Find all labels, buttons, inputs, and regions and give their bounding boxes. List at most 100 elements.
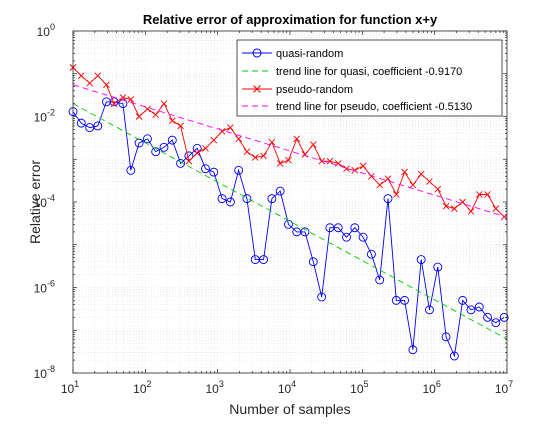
legend-marker-quasi	[252, 48, 262, 58]
tick-labels: 101 102 103 104 105 106 107 10-8 10-6 10-4 10-2 100	[34, 22, 514, 396]
data-point-quasi	[317, 292, 327, 302]
data-point-quasi	[209, 167, 219, 177]
data-point-quasi	[449, 351, 459, 361]
data-point-quasi	[93, 121, 103, 131]
data-point-quasi	[300, 227, 310, 237]
data-point-pseudo	[426, 178, 433, 185]
data-point-quasi	[159, 142, 169, 152]
data-point-pseudo	[86, 79, 93, 87]
data-point-pseudo	[376, 181, 384, 189]
data-point-pseudo	[243, 148, 251, 156]
data-point-quasi	[109, 97, 119, 107]
legend-label-pseudo-trend: trend line for pseudo, coefficient -0.51…	[276, 101, 472, 113]
series-pseudo-trend	[72, 84, 508, 218]
data-point-pseudo	[103, 81, 110, 89]
data-point-pseudo	[401, 168, 408, 176]
x-tick-label: 107	[495, 379, 513, 396]
chart-title: Relative error of approximation for func…	[143, 12, 438, 27]
x-tick-label: 103	[205, 379, 223, 396]
data-point-pseudo	[77, 72, 85, 80]
x-tick-label: 101	[61, 379, 79, 396]
y-tick-label: 10-4	[34, 193, 55, 210]
data-point-pseudo	[434, 185, 442, 193]
data-point-pseudo	[359, 162, 367, 170]
data-point-quasi	[242, 194, 252, 204]
data-point-quasi	[458, 295, 468, 305]
data-point-pseudo	[227, 124, 234, 131]
data-point-pseudo	[135, 113, 143, 120]
data-point-pseudo	[326, 157, 334, 165]
data-point-quasi	[366, 249, 376, 259]
data-point-pseudo	[392, 191, 400, 198]
data-point-quasi	[192, 143, 202, 153]
data-point-quasi	[275, 186, 285, 196]
data-point-pseudo	[276, 160, 284, 167]
legend-label-quasi: quasi-random	[276, 48, 343, 60]
legend-entry-pseudo: pseudo-random	[242, 84, 353, 96]
data-point-pseudo	[94, 72, 102, 80]
data-point-quasi	[143, 134, 152, 144]
data-point-pseudo	[160, 100, 168, 107]
series-line-pseudo-trend	[72, 84, 508, 218]
data-point-quasi	[416, 255, 426, 265]
data-point-quasi	[342, 232, 351, 242]
data-point-pseudo	[467, 208, 475, 215]
data-point-pseudo	[177, 122, 184, 130]
data-point-pseudo	[409, 181, 417, 189]
data-point-quasi	[76, 118, 86, 128]
data-point-quasi	[176, 158, 186, 168]
series-quasi-trend	[72, 103, 508, 340]
data-point-pseudo	[202, 145, 209, 152]
legend-marker-pseudo	[253, 85, 261, 93]
data-point-pseudo	[235, 135, 242, 143]
data-point-quasi	[259, 255, 269, 265]
data-point-pseudo	[384, 175, 392, 183]
data-point-pseudo	[210, 136, 218, 144]
series-layer	[68, 64, 509, 361]
data-point-pseudo	[110, 100, 118, 107]
data-point-quasi	[234, 165, 244, 175]
data-point-quasi	[167, 135, 177, 145]
x-tick-label: 106	[422, 379, 440, 396]
data-point-quasi	[217, 194, 227, 204]
data-point-pseudo	[343, 165, 350, 173]
data-point-pseudo	[451, 205, 458, 212]
data-point-quasi	[474, 302, 484, 312]
data-point-quasi	[333, 223, 343, 233]
y-tick-label: 10-6	[34, 279, 55, 296]
data-point-quasi	[126, 165, 136, 175]
legend-entry-pseudo-trend: trend line for pseudo, coefficient -0.51…	[242, 101, 472, 113]
data-point-quasi	[466, 305, 476, 315]
data-point-quasi	[483, 312, 493, 322]
data-point-pseudo	[318, 157, 325, 165]
data-point-pseudo	[127, 96, 135, 103]
data-point-quasi	[267, 194, 277, 204]
data-point-pseudo	[293, 135, 301, 143]
data-point-quasi	[383, 194, 393, 204]
data-point-quasi	[441, 332, 451, 342]
data-point-quasi	[408, 345, 418, 355]
data-point-pseudo	[185, 157, 193, 165]
ticks	[72, 30, 508, 374]
legend: quasi-random trend line for quasi, coeff…	[236, 39, 503, 117]
data-point-pseudo	[484, 191, 491, 198]
data-point-quasi	[201, 164, 210, 174]
x-tick-label: 105	[350, 379, 368, 396]
data-point-quasi	[350, 223, 360, 233]
series-line-quasi	[72, 101, 505, 358]
data-point-quasi	[491, 318, 501, 328]
data-point-pseudo	[442, 202, 450, 210]
data-point-pseudo	[309, 141, 317, 148]
data-point-quasi	[425, 305, 434, 315]
data-point-quasi	[375, 275, 385, 285]
x-tick-label: 104	[278, 379, 296, 396]
legend-label-pseudo: pseudo-random	[276, 84, 353, 96]
y-axis-label: Relative error	[27, 160, 43, 244]
data-point-quasi	[308, 257, 318, 267]
data-point-quasi	[400, 295, 410, 305]
series-line-quasi-trend	[72, 103, 508, 340]
data-point-pseudo	[251, 154, 259, 161]
data-point-pseudo	[193, 149, 201, 157]
